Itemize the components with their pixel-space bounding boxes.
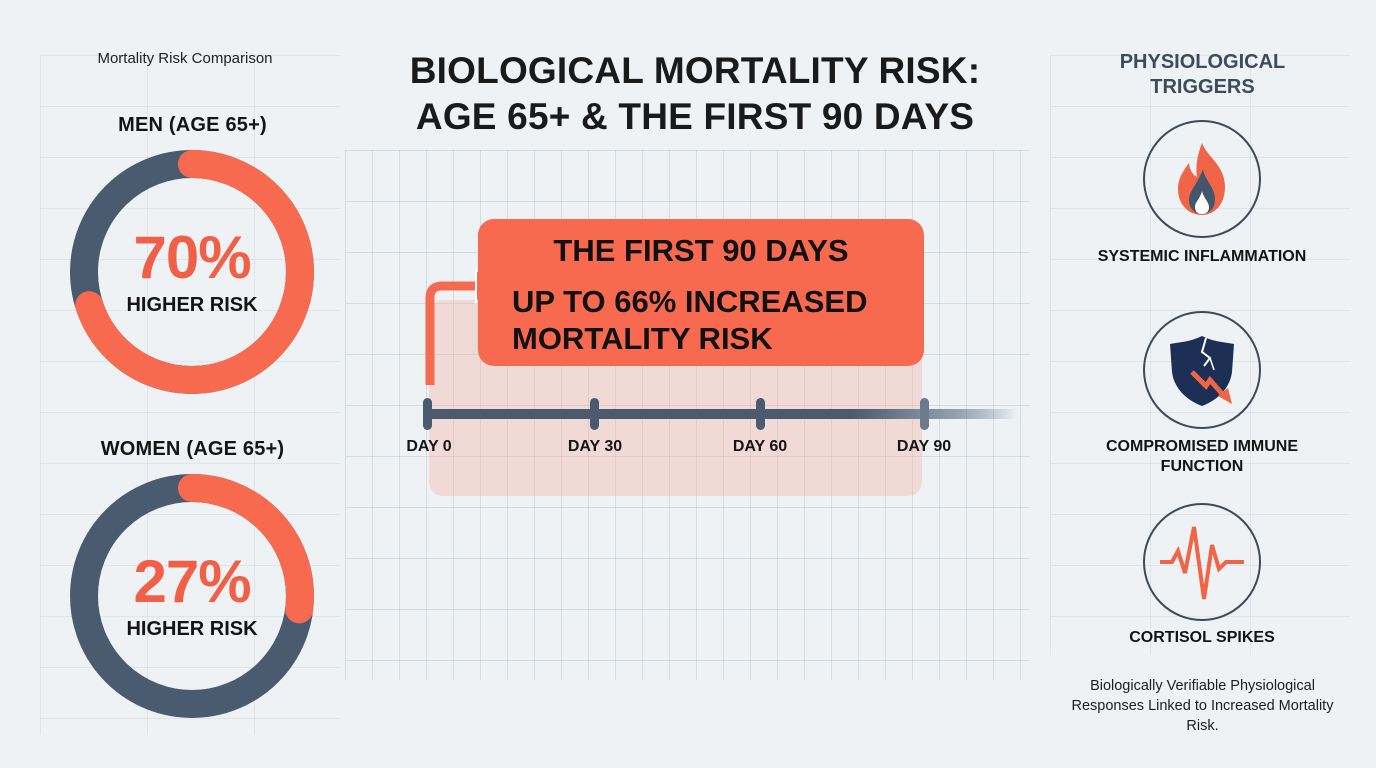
cracked-shield-icon xyxy=(1143,311,1261,429)
women-percent: 27% xyxy=(133,547,251,615)
timeline-marker-day-90: DAY 90 xyxy=(896,438,952,455)
women-label: WOMEN (AGE 65+) xyxy=(100,438,285,460)
women-sublabel: HIGHER RISK xyxy=(126,617,258,640)
page-title: BIOLOGICAL MORTALITY RISK: AGE 65+ & THE… xyxy=(380,48,1010,140)
men-percent: 70% xyxy=(133,223,251,291)
men-donut-chart: 70% HIGHER RISK xyxy=(68,148,316,396)
heartbeat-spike-icon xyxy=(1143,503,1261,621)
timeline-marker-day-60: DAY 60 xyxy=(732,438,788,455)
title-line-2: AGE 65+ & THE FIRST 90 DAYS xyxy=(415,96,975,137)
callout-body: UP TO 66% INCREASED MORTALITY RISK xyxy=(512,284,868,356)
men-sublabel: HIGHER RISK xyxy=(126,293,258,316)
timeline-axis xyxy=(423,398,1017,430)
trigger-label-cortisol: CORTISOL SPIKES xyxy=(1129,629,1275,646)
trigger-label-immune: COMPROMISED IMMUNE FUNCTION xyxy=(1106,438,1298,475)
triggers-title: PHYSIOLOGICAL TRIGGERS xyxy=(1119,51,1286,98)
trigger-label-inflammation: SYSTEMIC INFLAMMATION xyxy=(1097,248,1307,265)
men-label: MEN (AGE 65+) xyxy=(118,114,267,136)
footnote: Biologically Verifiable Physiological Re… xyxy=(1071,678,1334,734)
timeline-marker-day-0: DAY 0 xyxy=(406,438,452,455)
timeline-marker-day-30: DAY 30 xyxy=(567,438,623,455)
panel-subtitle: Mortality Risk Comparison xyxy=(97,50,273,67)
women-donut-chart: 27% HIGHER RISK xyxy=(68,472,316,720)
title-line-1: BIOLOGICAL MORTALITY RISK: xyxy=(409,50,981,91)
callout-heading: THE FIRST 90 DAYS xyxy=(553,233,849,268)
callout-box: THE FIRST 90 DAYS UP TO 66% INCREASED MO… xyxy=(478,219,924,366)
flame-icon xyxy=(1143,120,1261,238)
